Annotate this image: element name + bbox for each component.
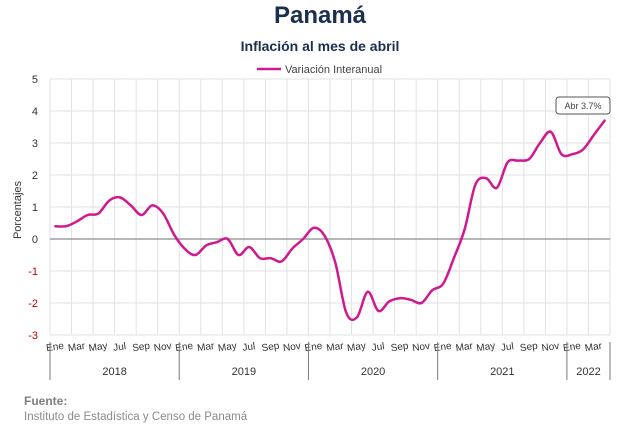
- x-tick-label: Mar: [455, 341, 474, 354]
- x-tick-label: Nov: [412, 341, 431, 354]
- grid: [49, 78, 611, 336]
- year-label: 2020: [361, 366, 385, 378]
- x-tick-label: Mar: [584, 341, 603, 354]
- chart-subtitle: Inflación al mes de abril: [240, 38, 400, 54]
- annotation-box: [555, 96, 611, 115]
- source-text: Instituto de Estadística y Censo de Pana…: [24, 411, 248, 423]
- x-tick-label: Jul: [371, 341, 385, 354]
- year-label: 2022: [576, 366, 600, 378]
- year-label: 2021: [490, 366, 514, 378]
- x-tick-label: May: [217, 341, 237, 355]
- x-tick-label: Sep: [390, 341, 410, 354]
- x-tick-label: Sep: [261, 341, 281, 354]
- x-tick-label: Mar: [326, 341, 345, 354]
- y-tick-label: -1: [28, 266, 38, 278]
- x-tick-label: Ene: [433, 341, 453, 354]
- y-tick-label: 0: [32, 234, 38, 246]
- x-tick-label: May: [476, 341, 496, 355]
- y-tick-label: -2: [28, 298, 38, 310]
- annotation-label: Abr 3.7%: [564, 101, 601, 111]
- x-tick-label: Ene: [175, 341, 195, 354]
- annotation: Abr 3.7%: [555, 96, 611, 115]
- x-tick-label: May: [346, 341, 366, 355]
- x-tick-label: Sep: [519, 341, 539, 354]
- x-tick-label: Ene: [45, 341, 65, 354]
- x-tick-label: Jul: [113, 341, 127, 354]
- y-tick-label: -3: [28, 330, 38, 342]
- year-label: 2019: [232, 366, 256, 378]
- x-tick-label: Mar: [67, 341, 86, 354]
- legend-label: Variación Interanual: [285, 64, 382, 76]
- x-tick-label: Jul: [242, 341, 256, 354]
- x-tick-label: May: [88, 341, 108, 355]
- year-label: 2018: [102, 366, 126, 378]
- x-tick-label: Jul: [500, 341, 514, 354]
- x-tick-label: Ene: [562, 341, 582, 354]
- x-axis: Ene Mar May Jul Sep Nov Ene Mar May Jul Sep Nov Ene M…: [45, 341, 611, 380]
- x-tick-label: Nov: [541, 341, 560, 354]
- y-axis-label: Porcentajes: [12, 180, 24, 239]
- x-tick-label: Ene: [304, 341, 324, 354]
- source-label: Fuente:: [24, 394, 68, 408]
- x-tick-label: Mar: [197, 341, 216, 354]
- x-tick-label: Nov: [282, 341, 301, 354]
- y-tick-label: 4: [32, 106, 38, 118]
- y-tick-label: 2: [32, 170, 38, 182]
- y-axis: 5 4 3 2 1 0 -1 -2 -3: [28, 74, 38, 342]
- series-line: [54, 119, 606, 322]
- x-tick-label: Nov: [153, 341, 172, 354]
- page-title: Panamá: [273, 2, 367, 29]
- x-tick-label: Sep: [132, 341, 152, 354]
- y-tick-label: 3: [32, 138, 38, 150]
- y-tick-label: 5: [32, 74, 38, 86]
- series: [54, 119, 606, 322]
- y-tick-label: 1: [32, 202, 38, 214]
- legend: Variación Interanual: [257, 64, 382, 76]
